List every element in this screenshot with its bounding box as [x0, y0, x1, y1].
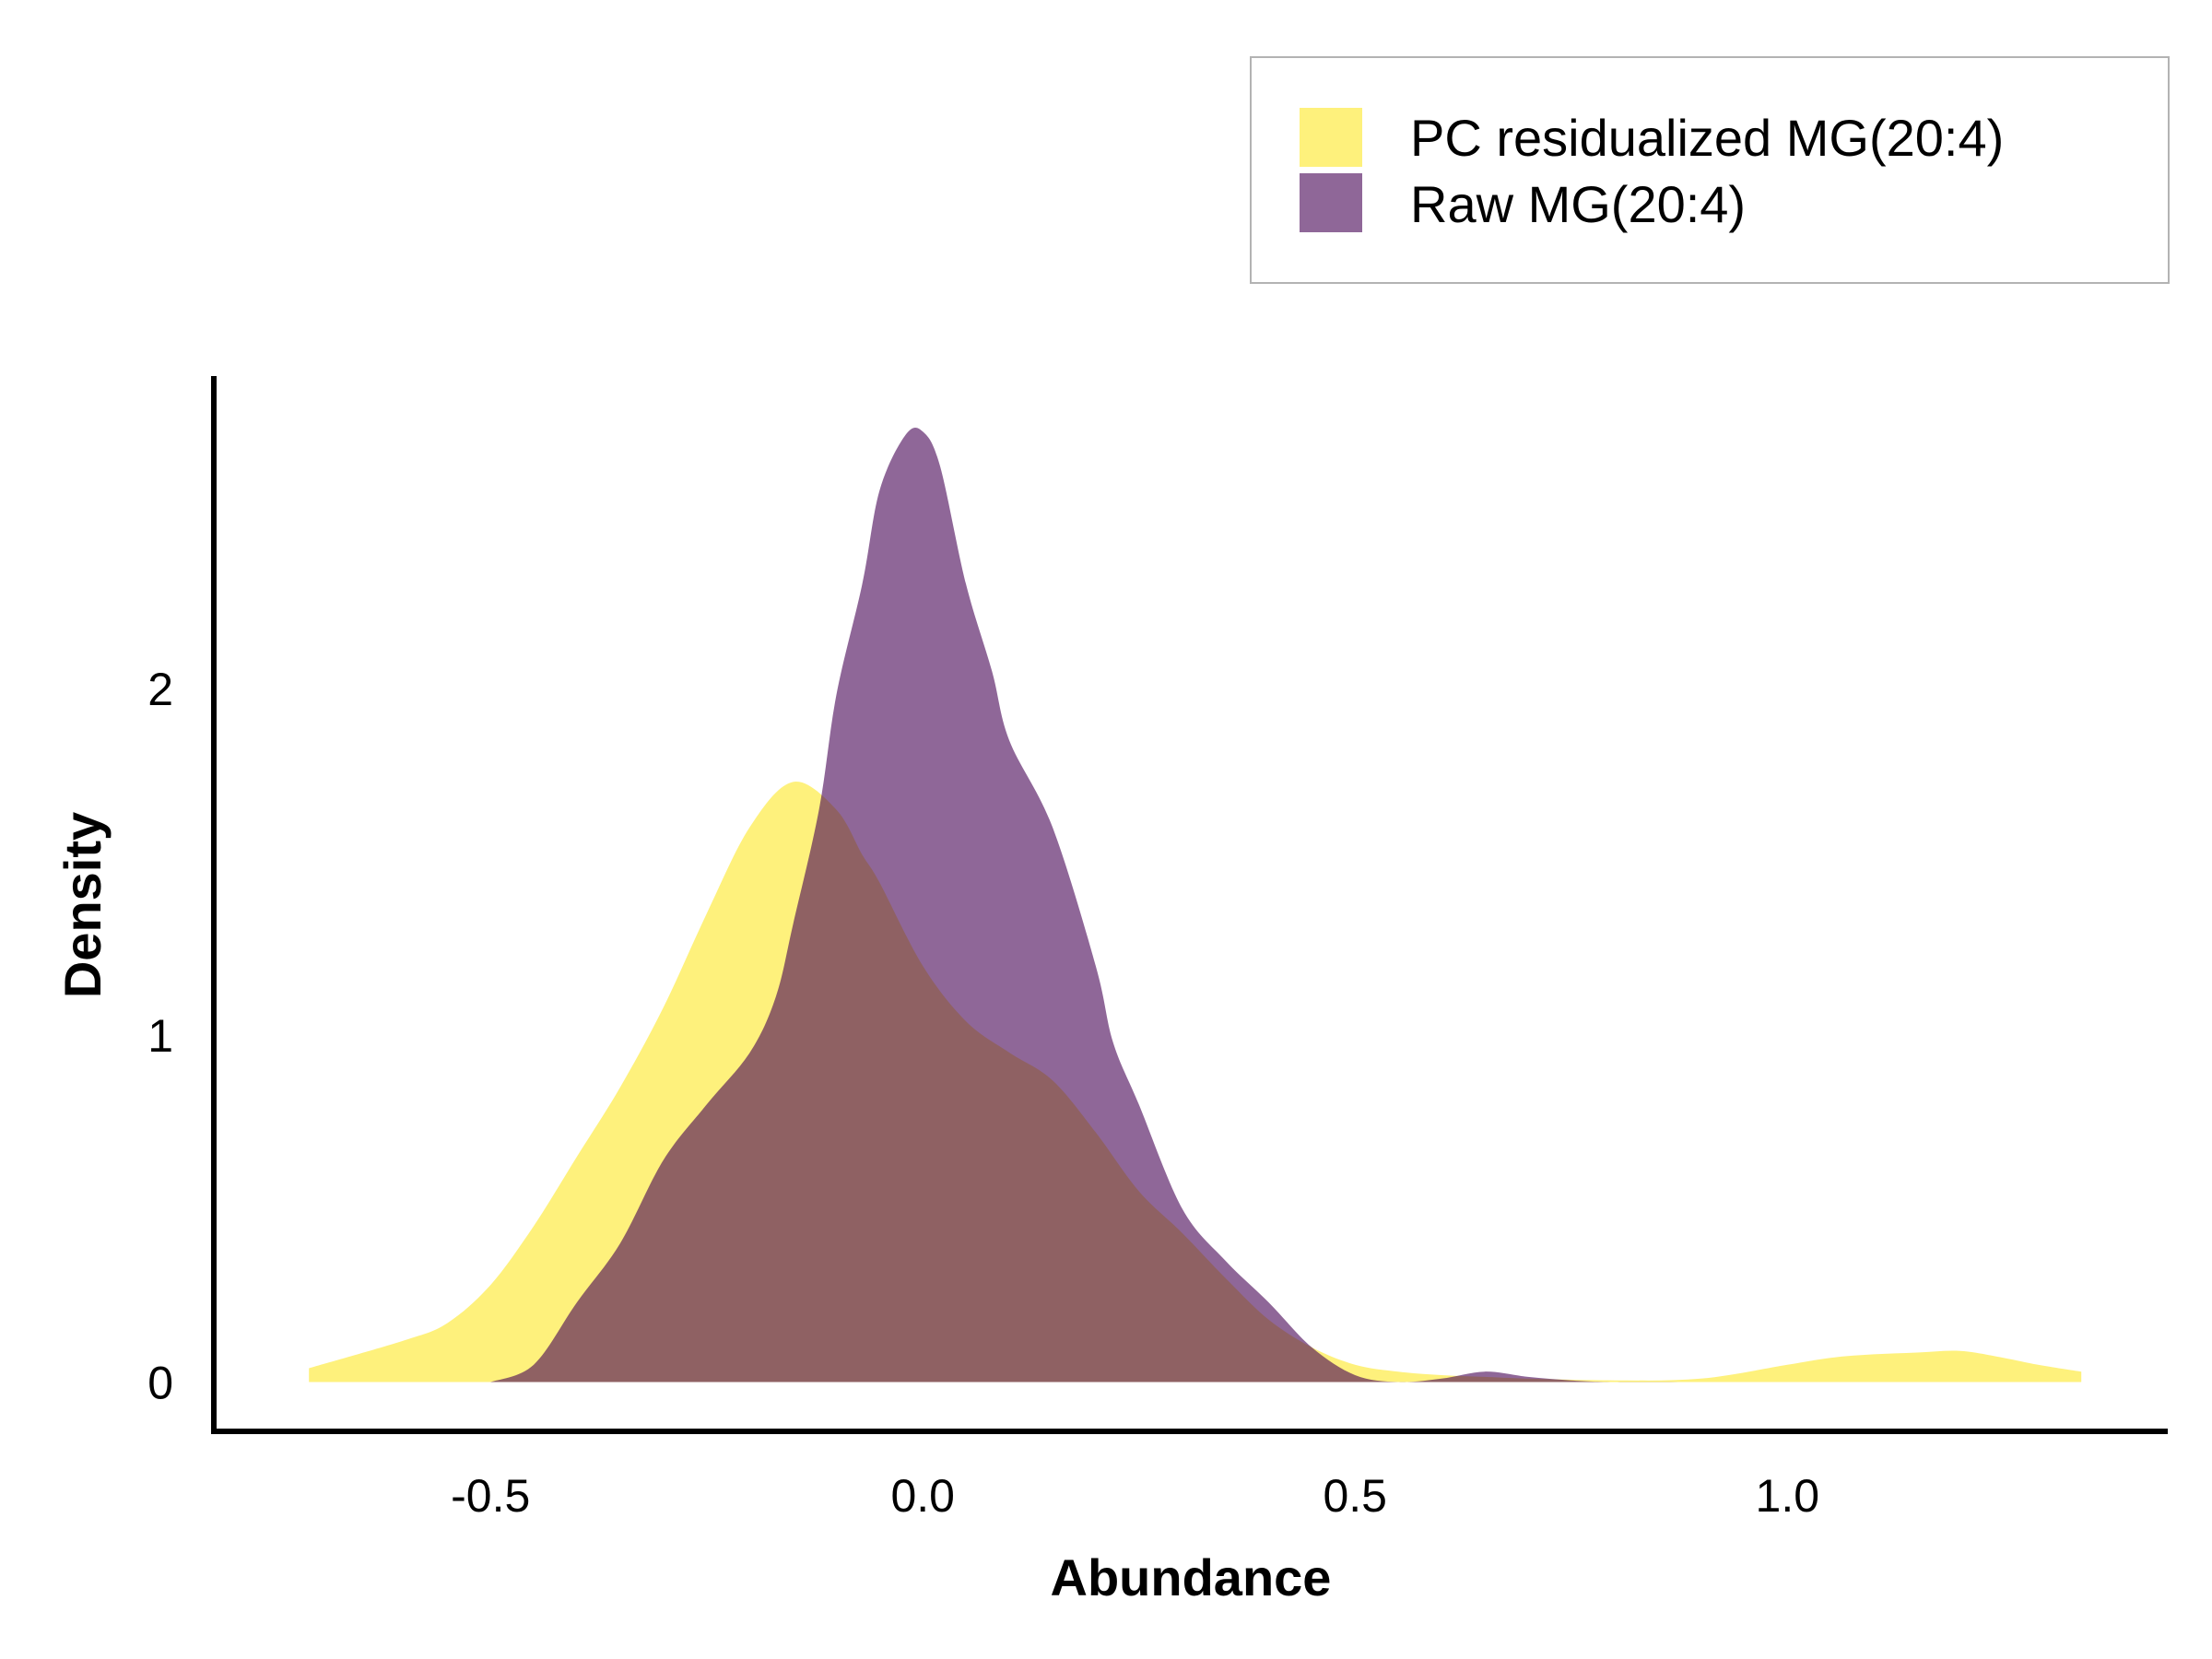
density-areas	[309, 427, 2082, 1382]
y-axis-ticks: 0 1 2	[147, 664, 173, 1409]
y-tick-label: 0	[147, 1358, 173, 1409]
legend-box	[1250, 56, 2170, 284]
y-axis-title: Density	[53, 812, 112, 998]
y-tick-label: 2	[147, 664, 173, 715]
x-tick-label: -0.5	[451, 1470, 530, 1522]
density-area-raw	[490, 427, 1788, 1382]
x-axis-ticks: -0.5 0.0 0.5 1.0	[451, 1470, 1819, 1522]
legend-swatch-raw	[1300, 173, 1362, 232]
legend: PC residualized MG(20:4) Raw MG(20:4)	[1250, 56, 2170, 284]
x-tick-label: 1.0	[1756, 1470, 1820, 1522]
legend-swatch-pc-residualized	[1300, 108, 1362, 167]
legend-label-pc-residualized: PC residualized MG(20:4)	[1410, 109, 2004, 167]
legend-label-raw: Raw MG(20:4)	[1410, 175, 1746, 233]
x-axis-title: Abundance	[1051, 1548, 1332, 1606]
x-tick-label: 0.5	[1323, 1470, 1387, 1522]
y-tick-label: 1	[147, 1010, 173, 1062]
x-tick-label: 0.0	[890, 1470, 955, 1522]
